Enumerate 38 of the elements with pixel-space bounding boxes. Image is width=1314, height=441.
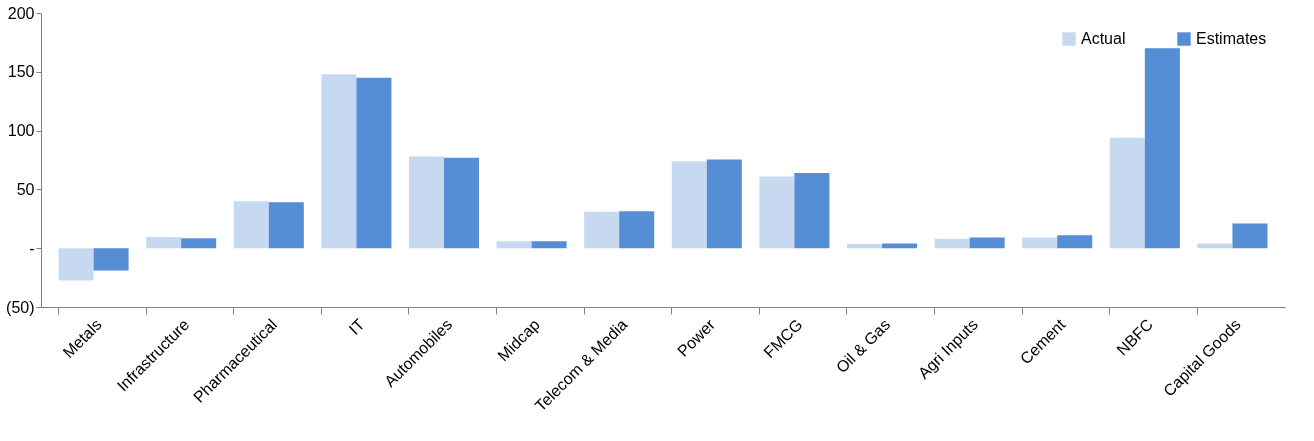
x-tick-label: Oil & Gas [832, 315, 894, 377]
bar [1022, 237, 1058, 249]
bar [1144, 48, 1180, 249]
bar [408, 156, 444, 249]
y-tick-label: - [29, 239, 35, 257]
bar [759, 176, 795, 249]
bar [233, 201, 269, 249]
bar [356, 77, 392, 249]
y-tick-label: 100 [7, 122, 35, 140]
bar [1197, 243, 1233, 249]
bar [58, 248, 94, 281]
x-tick-label: IT [345, 315, 368, 338]
bar [268, 202, 304, 249]
bar [1057, 235, 1093, 249]
bar [146, 237, 182, 249]
y-tick-label: (50) [6, 298, 35, 316]
bar [531, 241, 567, 249]
bar [93, 248, 129, 271]
bar [882, 243, 918, 249]
bar [1232, 223, 1268, 249]
bar [671, 161, 707, 249]
bar [584, 211, 620, 249]
bar [1109, 137, 1145, 249]
bar [619, 211, 655, 249]
bar [321, 74, 357, 249]
bar [969, 237, 1005, 249]
bar [846, 244, 883, 249]
bar [934, 238, 970, 249]
bar [181, 238, 217, 249]
y-tick-label: 50 [16, 180, 35, 198]
legend-label: Estimates [1196, 30, 1267, 47]
bar [443, 157, 480, 249]
y-tick-label: 150 [7, 63, 35, 81]
y-tick-label: 200 [7, 4, 35, 22]
bar [794, 172, 830, 249]
bar [706, 159, 742, 249]
legend-label: Actual [1081, 30, 1126, 47]
bar [496, 241, 532, 249]
